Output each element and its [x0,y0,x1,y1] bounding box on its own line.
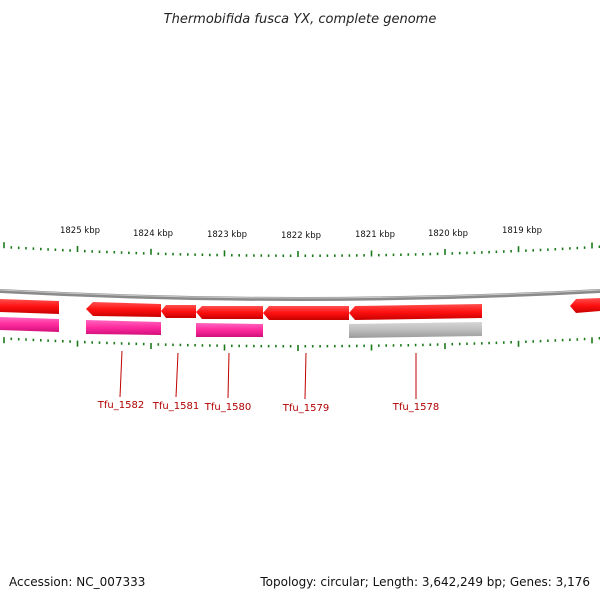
gene-label-tfu-1579[interactable]: Tfu_1579 [282,403,329,414]
gene-arrow-tfu-1580[interactable] [196,306,263,319]
outer-ruler-ticks [3,242,600,257]
gene-block[interactable] [0,317,59,332]
gene-arrow-tfu-1581[interactable] [161,305,196,318]
gene-track-cds [0,298,600,320]
gene-leaders [119,350,417,400]
gene-block-tfu-1578[interactable] [349,322,482,338]
gene-label-tfu-1581[interactable]: Tfu_1581 [152,401,199,412]
ruler-labels: 1825 kbp 1824 kbp 1823 kbp 1822 kbp 1821… [60,226,542,241]
gene-labels: Tfu_1582 Tfu_1581 Tfu_1580 Tfu_1579 Tfu_… [97,400,439,414]
ruler-label: 1819 kbp [502,226,542,236]
ruler-label: 1823 kbp [207,230,247,240]
gene-arrow[interactable] [570,298,600,313]
gene-label-tfu-1578[interactable]: Tfu_1578 [392,402,439,413]
genome-backbone-highlight [0,289,600,299]
gene-label-tfu-1580[interactable]: Tfu_1580 [204,402,251,413]
genome-backbone [0,289,600,301]
gene-arrow-tfu-1578[interactable] [349,304,482,320]
gene-label-tfu-1582[interactable]: Tfu_1582 [97,400,144,411]
gene-arrow[interactable] [0,299,59,314]
ruler-label: 1821 kbp [355,230,395,240]
ruler-label: 1820 kbp [428,229,468,239]
inner-ruler-ticks [3,337,600,351]
gene-track-products [0,317,482,338]
gene-arrow-tfu-1579[interactable] [263,306,349,320]
genome-summary-text: Topology: circular; Length: 3,642,249 bp… [260,575,590,589]
ruler-label: 1822 kbp [281,231,321,241]
gene-arrow-tfu-1582[interactable] [86,302,161,317]
ruler-label: 1825 kbp [60,226,100,236]
gene-block-tfu-1580[interactable] [196,323,263,337]
ruler-label: 1824 kbp [133,229,173,239]
accession-text: Accession: NC_007333 [9,575,146,589]
map-title: Thermobifida fusca YX, complete genome [164,12,437,27]
gene-block-tfu-1582[interactable] [86,320,161,335]
